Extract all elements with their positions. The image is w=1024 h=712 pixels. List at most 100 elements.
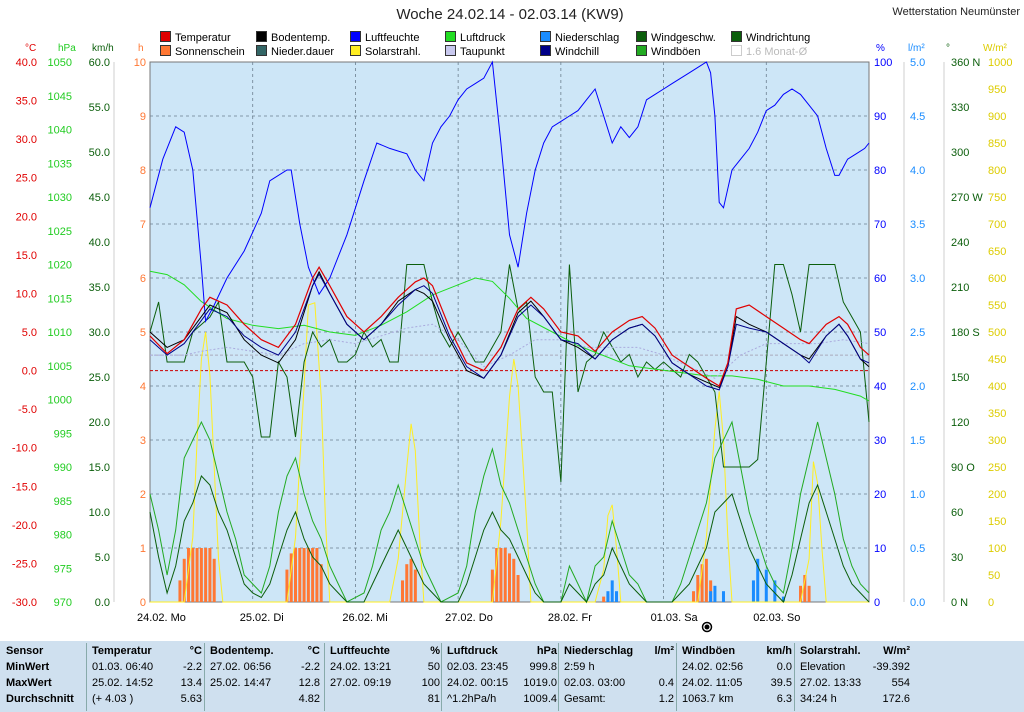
- stats-cell-label: 27.02. 09:19: [330, 677, 392, 689]
- tick-label-rain_lm2: 1.0: [910, 489, 925, 501]
- stats-row: 02.03. 23:45 999.8: [447, 661, 557, 677]
- niederschlag-bar: [713, 585, 717, 602]
- tick-label-sunshine_h: 5: [140, 327, 146, 339]
- stats-cell-label: 24.02. 11:05: [682, 677, 743, 689]
- sonnenschein-bar: [199, 548, 203, 602]
- stats-separator: [676, 643, 677, 711]
- taupunkt-line: [150, 323, 870, 379]
- x-tick-label: 27.02. Do: [445, 612, 493, 624]
- sonnenschein-bar: [289, 553, 293, 602]
- page-title: Woche 24.02.14 - 02.03.14 (KW9): [396, 6, 624, 23]
- stats-row: 24.02. 13:21 50: [330, 661, 440, 677]
- tick-label-sunshine_h: 3: [140, 435, 146, 447]
- tick-label-temp_c: 0.0: [22, 366, 37, 378]
- stats-row: 1063.7 km 6.3: [682, 693, 792, 709]
- stats-cell-value: 13.4: [180, 677, 202, 689]
- stats-cell-label: 24.02. 02:56: [682, 661, 744, 673]
- sonnenschein-bar: [302, 548, 306, 602]
- tick-label-rain_lm2: 0.0: [910, 597, 925, 609]
- sonnenschein-bar: [799, 585, 803, 602]
- tick-label-solar_wm2: 850: [988, 138, 1006, 150]
- sonnenschein-bar: [692, 591, 696, 602]
- stats-column: Windböen km/h 24.02. 02:56 0.0 24.02. 11:05 3…: [682, 645, 792, 711]
- tick-label-pressure_hpa: 995: [54, 428, 72, 440]
- stats-cell-label: ^1.2hPa/h: [447, 693, 497, 705]
- tick-label-humidity_pct: 20: [874, 489, 886, 501]
- tick-label-humidity_pct: 60: [874, 273, 886, 285]
- legend-swatch: [160, 45, 171, 56]
- tick-label-wind_dir_deg: 30: [951, 552, 963, 564]
- stats-separator: [324, 643, 325, 711]
- legend-swatch: [160, 31, 171, 42]
- tick-label-solar_wm2: 950: [988, 84, 1006, 96]
- stats-separator: [794, 643, 795, 711]
- sonnenschein-bar: [208, 548, 212, 602]
- tick-label-sunshine_h: 7: [140, 219, 146, 231]
- sonnenschein-bar: [195, 548, 199, 602]
- legend-swatch: [540, 45, 551, 56]
- stats-row: Durchschnitt: [6, 693, 86, 709]
- legend-swatch: [256, 31, 267, 42]
- niederschlag-bar: [751, 580, 755, 602]
- stats-separator: [86, 643, 87, 711]
- stats-row: 27.02. 09:19 100: [330, 677, 440, 693]
- axis-unit-humidity_pct: %: [876, 43, 885, 54]
- x-tick-label: 25.02. Di: [240, 612, 284, 624]
- sonnenschein-bar: [704, 558, 708, 602]
- stats-separator: [204, 643, 205, 711]
- sonnenschein-bar: [807, 585, 811, 602]
- windgeschw-line: [149, 475, 870, 603]
- legend-item-nieder-dauer: Nieder.dauer: [256, 45, 334, 58]
- sonnenschein-bar: [516, 575, 520, 602]
- stats-row: (+ 4.03 ) 5.63: [92, 693, 202, 709]
- tick-label-pressure_hpa: 1045: [48, 91, 72, 103]
- tick-label-temp_c: -10.0: [12, 443, 37, 455]
- tick-label-temp_c: 10.0: [16, 288, 37, 300]
- tick-label-wind_kmh: 25.0: [89, 372, 110, 384]
- stats-row: MinWert: [6, 661, 86, 677]
- legend-item-luftdruck: Luftdruck: [445, 31, 505, 44]
- stats-row: 24.02. 11:05 39.5: [682, 677, 792, 693]
- luftfeuchte-line: [149, 60, 870, 323]
- tick-label-pressure_hpa: 1035: [48, 158, 72, 170]
- tick-label-solar_wm2: 0: [988, 597, 994, 609]
- stats-cell-label: Temperatur: [92, 645, 152, 657]
- legend-label: Bodentemp.: [271, 32, 331, 44]
- tick-label-rain_lm2: 0.5: [910, 543, 925, 555]
- sonnenschein-bar: [499, 548, 503, 602]
- stats-cell-value: hPa: [536, 645, 557, 657]
- axis-unit-wind_kmh: km/h: [92, 43, 114, 54]
- x-tick-label: 24.02. Mo: [137, 612, 186, 624]
- stats-cell-value: 0.4: [658, 677, 674, 689]
- tick-label-solar_wm2: 600: [988, 273, 1006, 285]
- tick-label-sunshine_h: 1: [140, 543, 146, 555]
- legend-swatch: [540, 31, 551, 42]
- tick-label-pressure_hpa: 1005: [48, 361, 72, 373]
- stats-separator: [558, 643, 559, 711]
- tick-label-wind_kmh: 50.0: [89, 147, 110, 159]
- tick-label-temp_c: -20.0: [12, 520, 37, 532]
- stats-cell-label: 34:24 h: [800, 693, 837, 705]
- sonnenschein-bar: [285, 569, 289, 602]
- stats-cell-label: Gesamt:: [564, 693, 606, 705]
- tick-label-pressure_hpa: 1015: [48, 293, 72, 305]
- tick-label-temp_c: 20.0: [16, 211, 37, 223]
- stats-cell-label: Luftdruck: [447, 645, 498, 657]
- legend-item-temperatur: Temperatur: [160, 31, 231, 44]
- sonnenschein-bar: [503, 548, 507, 602]
- sonnenschein-bar: [212, 558, 216, 602]
- stats-cell-label: 2:59 h: [564, 661, 595, 673]
- tick-label-wind_kmh: 15.0: [89, 462, 110, 474]
- tick-label-solar_wm2: 450: [988, 354, 1006, 366]
- tick-label-solar_wm2: 650: [988, 246, 1006, 258]
- stats-header: Bodentemp. °C: [210, 645, 320, 661]
- tick-label-wind_dir_deg: 150: [951, 372, 969, 384]
- tick-label-pressure_hpa: 1030: [48, 192, 72, 204]
- sonnenschein-bar: [409, 558, 413, 602]
- tick-label-sunshine_h: 8: [140, 165, 146, 177]
- stats-cell-value: km/h: [766, 645, 792, 657]
- sonnenschein-bar: [512, 558, 516, 602]
- stats-row: Elevation -39.392: [800, 661, 910, 677]
- tick-label-wind_kmh: 5.0: [95, 552, 110, 564]
- tick-label-wind_kmh: 30.0: [89, 327, 110, 339]
